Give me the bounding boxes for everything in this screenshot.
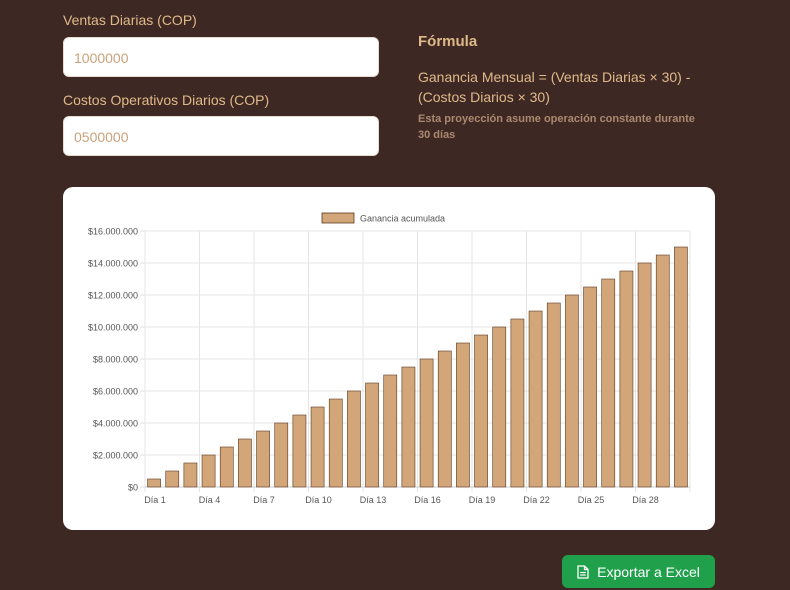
- bar: [492, 326, 507, 488]
- costs-input[interactable]: 0500000: [63, 116, 379, 156]
- bar: [147, 478, 161, 488]
- bar: [619, 270, 634, 488]
- export-button-label: Exportar a Excel: [597, 563, 700, 580]
- bar: [674, 246, 688, 488]
- bar: [637, 262, 652, 488]
- bar: [401, 366, 416, 488]
- formula-text: Ganancia Mensual = (Ventas Diarias × 30)…: [418, 69, 691, 105]
- bar: [165, 470, 180, 488]
- bar: [437, 350, 452, 488]
- bar: [601, 278, 616, 488]
- bar: [565, 294, 579, 488]
- x-tick-label: Día 28: [632, 495, 659, 505]
- profit-chart: $0 $2.000.000 $4.000.000 $6.000.000 $8.000.0…: [88, 212, 691, 505]
- export-excel-button[interactable]: Exportar a Excel: [562, 555, 715, 588]
- bar: [347, 390, 361, 488]
- y-tick-label: $16.000.000: [88, 227, 138, 237]
- bar: [383, 374, 398, 488]
- y-tick-label: $0: [128, 483, 138, 493]
- x-tick-label: Día 22: [523, 495, 550, 505]
- bar: [365, 382, 379, 488]
- bar: [310, 406, 325, 488]
- sales-input[interactable]: 1000000: [63, 37, 379, 77]
- bar: [655, 254, 670, 488]
- bar: [546, 302, 561, 488]
- costs-label: Costos Operativos Diarios (COP): [63, 92, 270, 108]
- x-tick-label: Día 1: [144, 495, 166, 505]
- y-tick-label: $10.000.000: [88, 323, 138, 333]
- x-tick-label: Día 19: [469, 495, 496, 505]
- y-tick-label: $8.000.000: [93, 355, 138, 365]
- sales-label: Ventas Diarias (COP): [63, 12, 197, 28]
- bar: [456, 342, 470, 488]
- y-tick-label: $14.000.000: [88, 259, 138, 269]
- y-tick-label: $12.000.000: [88, 291, 138, 301]
- x-tick-label: Día 13: [360, 495, 387, 505]
- legend-label: Ganancia acumulada: [360, 214, 445, 224]
- x-tick-label: Día 16: [414, 495, 441, 505]
- formula-title: Fórmula: [418, 33, 478, 50]
- y-tick-label: $2.000.000: [93, 451, 138, 461]
- chart-card: $0 $2.000.000 $4.000.000 $6.000.000 $8.000.0…: [63, 187, 715, 530]
- bar: [292, 414, 307, 488]
- bar: [528, 310, 543, 488]
- legend-swatch: [321, 212, 355, 224]
- y-tick-label: $4.000.000: [93, 419, 138, 429]
- x-tick-label: Día 4: [199, 495, 221, 505]
- bar: [510, 318, 525, 488]
- bar: [274, 422, 289, 488]
- bar: [183, 462, 198, 488]
- y-tick-label: $6.000.000: [93, 387, 138, 397]
- bar: [474, 334, 488, 488]
- bar: [219, 446, 234, 488]
- bar: [328, 398, 343, 488]
- bar: [583, 286, 597, 488]
- bar: [238, 438, 252, 488]
- x-tick-label: Día 7: [253, 495, 275, 505]
- bar: [201, 454, 216, 488]
- bar: [419, 358, 434, 488]
- formula-note: Esta proyección asume operación constant…: [418, 113, 695, 141]
- x-tick-label: Día 10: [305, 495, 332, 505]
- bar: [256, 430, 270, 488]
- file-icon: [577, 564, 589, 579]
- x-tick-label: Día 25: [578, 495, 605, 505]
